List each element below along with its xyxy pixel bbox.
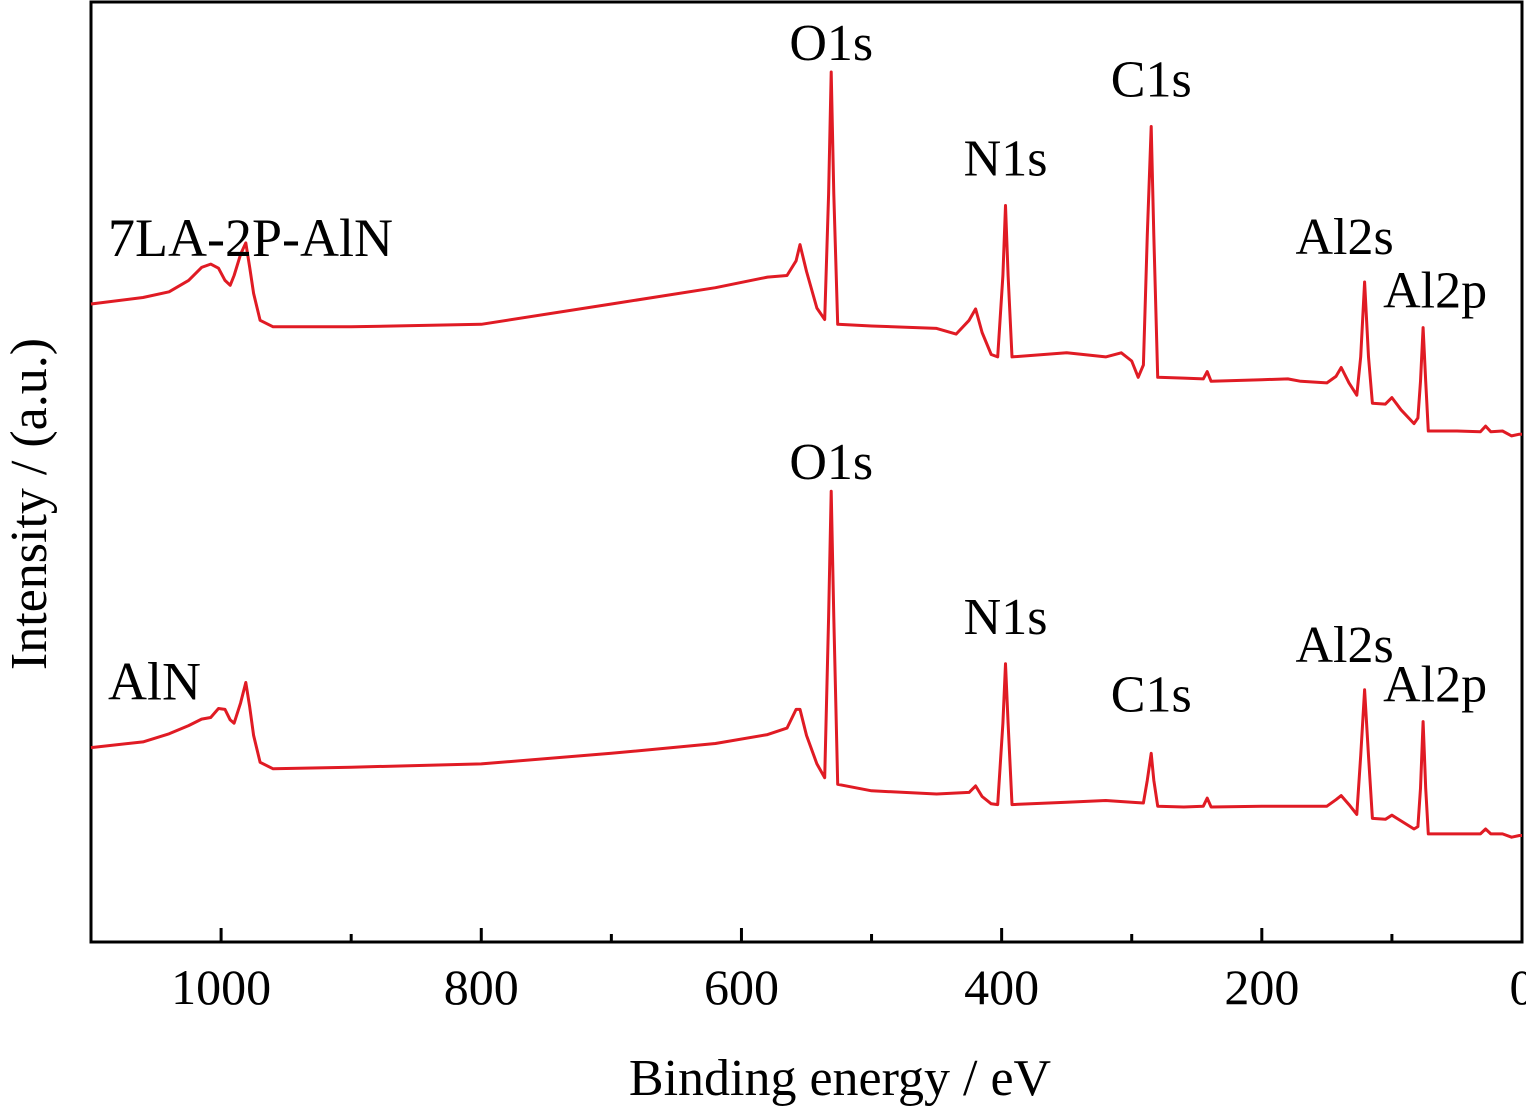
series-line-0 — [90, 70, 1522, 438]
peak-label-o1s: O1s — [789, 434, 873, 491]
peak-label-al2s: Al2s — [1295, 209, 1393, 266]
peak-label-c1s: C1s — [1111, 666, 1192, 723]
series-names: 7LA-2P-AlN AlN — [108, 208, 393, 712]
series-name-0: 7LA-2P-AlN — [108, 208, 393, 268]
x-tick-label: 1000 — [171, 959, 271, 1015]
series-line-1 — [90, 489, 1522, 839]
x-tick-label: 600 — [704, 959, 779, 1015]
x-axis-tick-labels: 1000 800 600 400 200 0 — [171, 959, 1526, 1015]
peak-label-o1s: O1s — [789, 15, 873, 72]
series-name-1: AlN — [108, 652, 201, 712]
series-layer — [90, 70, 1522, 839]
peak-label-al2p: Al2p — [1383, 657, 1487, 714]
peak-label-n1s: N1s — [964, 130, 1048, 187]
x-tick-label: 0 — [1510, 959, 1526, 1015]
peak-label-n1s: N1s — [964, 589, 1048, 646]
x-tick-label: 400 — [964, 959, 1039, 1015]
y-axis-title: Intensity / (a.u.) — [1, 338, 58, 670]
x-axis-title: Binding energy / eV — [629, 1050, 1051, 1107]
x-axis-ticks — [89, 928, 1524, 942]
x-tick-label: 200 — [1224, 959, 1299, 1015]
peak-label-al2p: Al2p — [1383, 263, 1487, 320]
peak-label-al2s: Al2s — [1295, 617, 1393, 674]
peak-label-c1s: C1s — [1111, 52, 1192, 109]
x-tick-label: 800 — [444, 959, 519, 1015]
plot-frame — [89, 0, 1524, 944]
